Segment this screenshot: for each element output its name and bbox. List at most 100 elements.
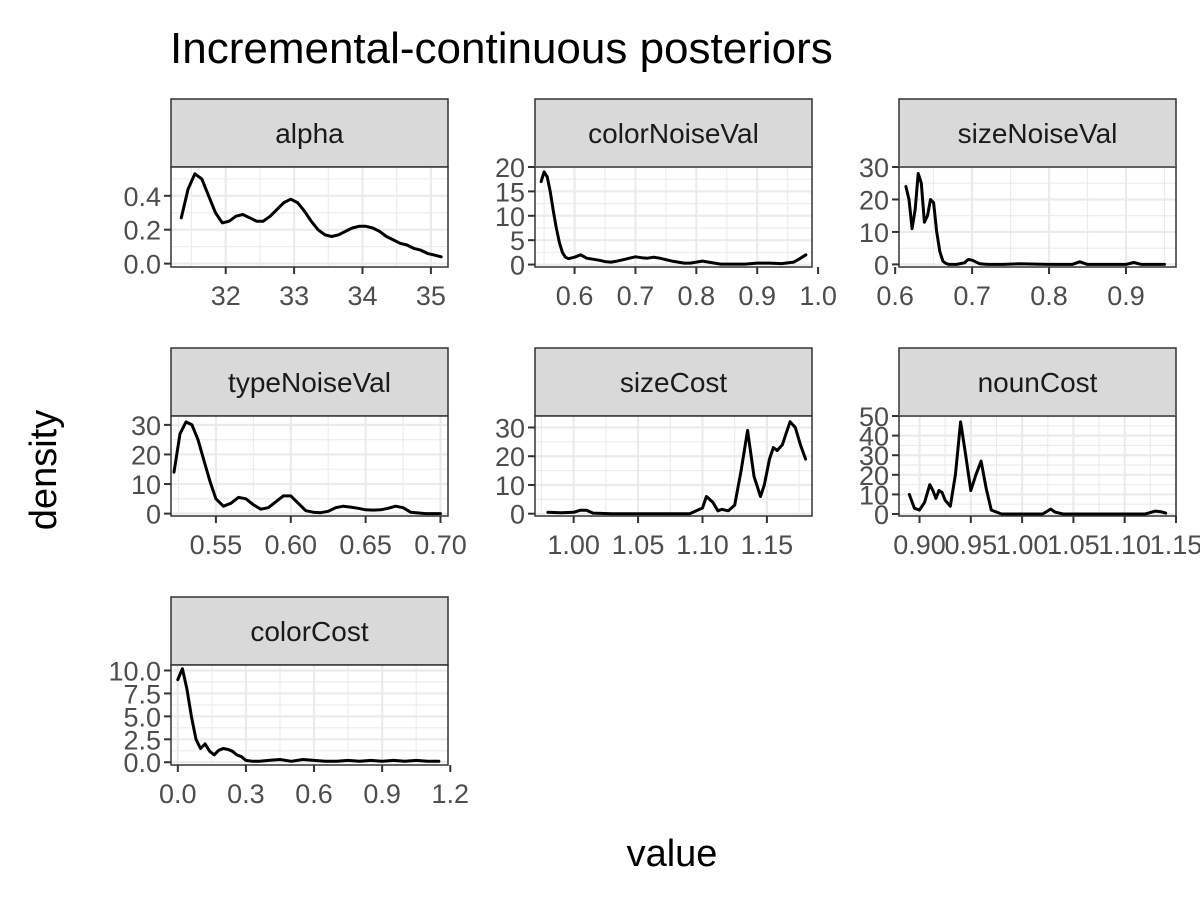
gridlines-color-cost [171, 665, 448, 765]
x-tick-label: 0.9 [363, 779, 401, 809]
y-tick-label: 10.0 [108, 657, 161, 687]
density-line-noun-cost [907, 420, 1168, 516]
strip-label-color-noise-val: colorNoiseVal [588, 118, 759, 149]
density-line-alpha [179, 172, 443, 259]
chart-title: Incremental-continuous posteriors [170, 24, 833, 73]
strip-label-color-cost: colorCost [250, 616, 368, 647]
y-axis-title: density [23, 410, 65, 530]
x-tick-label: 1.05 [1047, 530, 1100, 560]
y-tick-label: 10 [495, 471, 525, 501]
density-line-color-cost [176, 667, 441, 763]
x-tick-label: 0.65 [339, 530, 392, 560]
x-tick-label: 35 [416, 281, 446, 311]
y-tick-label: 30 [131, 411, 161, 441]
density-line-type-noise-val [172, 420, 442, 516]
y-tick-label: 20 [859, 461, 889, 491]
x-tick-label: 0.6 [295, 779, 333, 809]
panel-border-color-noise-val [534, 166, 813, 268]
panel-border-size-cost [534, 415, 813, 517]
x-tick-label: 0.3 [227, 779, 265, 809]
strip-color-noise-val [534, 98, 813, 168]
density-line-size-cost [546, 420, 808, 516]
density-line-size-noise-val [904, 172, 1166, 266]
x-tick-label: 1.15 [1150, 530, 1200, 560]
strip-type-noise-val [170, 347, 449, 417]
y-tick-label: 30 [859, 153, 889, 183]
x-tick-label: 0.8 [678, 281, 716, 311]
x-tick-label: 1.0 [799, 281, 837, 311]
density-line-color-noise-val [539, 170, 808, 266]
x-tick-label: 0.6 [556, 281, 594, 311]
y-tick-label: 10 [859, 480, 889, 510]
x-tick-label: 1.10 [676, 530, 729, 560]
x-tick-label: 34 [347, 281, 377, 311]
strip-size-noise-val [898, 98, 1177, 168]
panel-border-noun-cost [898, 415, 1177, 517]
y-tick-label: 20 [495, 442, 525, 472]
y-tick-label: 20 [131, 440, 161, 470]
x-tick-label: 33 [279, 281, 309, 311]
x-tick-label: 0.70 [414, 530, 467, 560]
y-tick-label: 5 [510, 226, 525, 256]
panel-alpha: alpha 32 33 34 35 0.0 0.2 0.4 [123, 98, 449, 311]
x-tick-label: 0.60 [265, 530, 318, 560]
x-tick-label: 0.55 [190, 530, 243, 560]
x-tick-label: 0.8 [1030, 281, 1068, 311]
x-tick-label: 1.00 [547, 530, 600, 560]
y-tick-label: 5.0 [123, 702, 161, 732]
strip-label-noun-cost: nounCost [978, 367, 1098, 398]
y-tick-label: 2.5 [123, 725, 161, 755]
x-tick-label: 1.00 [996, 530, 1049, 560]
y-tick-label: 0.4 [123, 182, 161, 212]
panel-bg-type-noise-val [171, 416, 448, 516]
strip-label-type-noise-val: typeNoiseVal [228, 367, 391, 398]
x-tick-label: 1.10 [1098, 530, 1151, 560]
strip-color-cost [170, 596, 449, 666]
y-tick-label: 0 [146, 500, 161, 530]
y-tick-label: 0 [874, 250, 889, 280]
x-tick-label: 0.0 [159, 779, 197, 809]
y-tick-label: 20 [859, 185, 889, 215]
x-tick-label: 0.90 [893, 530, 946, 560]
x-tick-label: 1.05 [612, 530, 665, 560]
gridlines-type-noise-val [171, 416, 448, 516]
y-tick-label: 30 [859, 441, 889, 471]
strip-noun-cost [898, 347, 1177, 417]
panel-bg-size-cost [535, 416, 812, 516]
y-tick-label: 0 [510, 251, 525, 281]
x-tick-label: 32 [211, 281, 241, 311]
x-tick-label: 0.6 [876, 281, 914, 311]
panel-bg-noun-cost [899, 416, 1176, 516]
x-tick-label: 0.9 [1107, 281, 1145, 311]
panel-border-type-noise-val [170, 415, 449, 517]
y-tick-label: 0 [510, 500, 525, 530]
y-tick-label: 30 [495, 413, 525, 443]
strip-size-cost [534, 347, 813, 417]
y-tick-label: 50 [859, 402, 889, 432]
y-tick-label: 10 [131, 470, 161, 500]
strip-alpha [170, 98, 449, 168]
panel-bg-color-noise-val [535, 167, 812, 267]
facet-panels: alpha 32 33 34 35 0.0 0.2 0.4 colorNoiseVal 0.6 0.… [108, 98, 1200, 809]
y-tick-label: 40 [859, 422, 889, 452]
x-tick-label: 1.2 [431, 779, 469, 809]
y-tick-label: 0.2 [123, 216, 161, 246]
y-tick-label: 7.5 [123, 679, 161, 709]
strip-label-size-cost: sizeCost [620, 367, 728, 398]
y-tick-label: 0.0 [123, 748, 161, 778]
y-tick-label: 0 [874, 500, 889, 530]
x-tick-label: 0.7 [953, 281, 991, 311]
y-tick-label: 0.0 [123, 250, 161, 280]
panel-border-color-cost [170, 664, 449, 766]
y-tick-label: 15 [495, 177, 525, 207]
panel-bg-color-cost [171, 665, 448, 765]
strip-label-alpha: alpha [275, 118, 344, 149]
x-tick-label: 0.9 [738, 281, 776, 311]
panel-border-alpha [170, 166, 449, 268]
panel-noun-cost: nounCost 0.900.951.001.051.101.15 01020304… [859, 347, 1200, 560]
